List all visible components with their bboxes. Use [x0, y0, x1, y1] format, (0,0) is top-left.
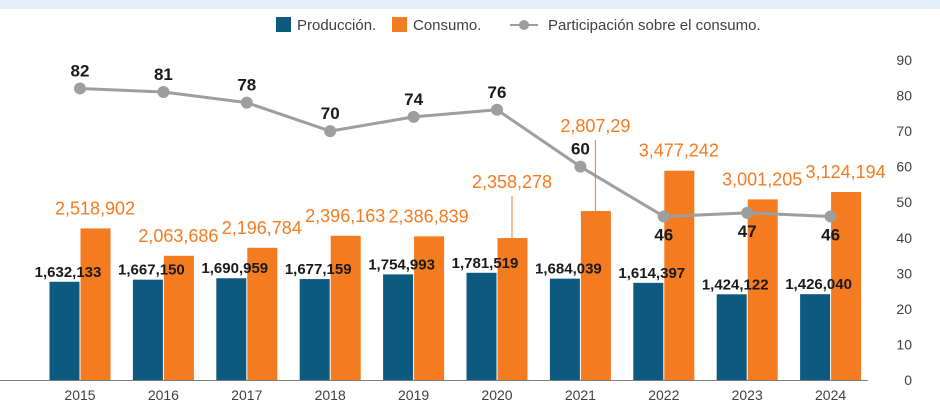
header-band [0, 0, 940, 9]
bar-consumo-2015 [80, 228, 111, 380]
bar-produccion-2016 [132, 279, 163, 380]
legend-label-produccion: Producción. [297, 17, 377, 34]
participacion-point-2019 [407, 110, 420, 123]
participacion-point-2016 [157, 86, 170, 98]
x-axis-tick-label: 2017 [231, 387, 262, 400]
legend: Producción. Consumo. Participación sobre… [0, 17, 940, 37]
bar-produccion-2024 [800, 294, 831, 380]
x-axis-tick-label: 2015 [64, 387, 95, 400]
bar-consumo-2018 [330, 235, 361, 380]
bar-consumo-2020 [497, 238, 528, 380]
consumo-data-label-2019: 2,386,839 [389, 206, 469, 226]
participacion-data-label-2022: 46 [654, 225, 673, 244]
participacion-data-label-2018: 70 [321, 104, 340, 123]
produccion-data-label-2022: 1,614,397 [618, 265, 685, 282]
bar-consumo-2023 [747, 199, 778, 380]
legend-item-participacion: Participación sobre el consumo. [510, 17, 761, 34]
legend-swatch-produccion [276, 17, 291, 32]
consumo-data-label-2015: 2,518,902 [55, 198, 135, 218]
participacion-point-2021 [574, 160, 587, 173]
participacion-point-2015 [74, 82, 86, 95]
consumo-data-label-2022: 3,477,242 [639, 141, 719, 161]
x-axis-tick-label: 2021 [565, 387, 596, 400]
consumo-data-label-2023: 3,001,205 [722, 169, 802, 189]
x-axis-tick-label: 2024 [815, 387, 846, 400]
bar-produccion-2015 [49, 281, 80, 380]
participacion-point-2023 [741, 206, 754, 219]
right-axis-tick-label: 80 [896, 88, 912, 104]
consumo-data-label-2016: 2,063,686 [138, 226, 218, 246]
consumo-data-label-2021: 2,807,29 [560, 116, 630, 136]
participacion-data-label-2017: 78 [237, 76, 256, 95]
consumo-data-label-2020: 2,358,278 [472, 172, 552, 192]
participacion-data-label-2015: 82 [71, 61, 90, 80]
x-axis-tick-label: 2020 [481, 387, 512, 400]
produccion-data-label-2015: 1,632,133 [35, 264, 102, 281]
legend-label-participacion: Participación sobre el consumo. [548, 17, 761, 34]
legend-item-produccion: Producción. [276, 17, 376, 34]
bar-consumo-2016 [163, 255, 194, 380]
participacion-line [79, 86, 831, 218]
bar-consumo-2019 [414, 236, 445, 380]
bar-produccion-2018 [299, 279, 330, 380]
right-axis-tick-label: 70 [896, 123, 912, 139]
bar-consumo-2022 [664, 170, 695, 380]
right-axis-tick-label: 20 [896, 301, 912, 317]
participacion-data-label-2024: 46 [821, 225, 840, 244]
participacion-data-label-2019: 74 [404, 90, 423, 109]
participacion-point-2020 [491, 103, 503, 116]
x-axis-tick-label: 2019 [398, 387, 429, 400]
legend-item-consumo: Consumo. [392, 17, 481, 34]
bar-consumo-2021 [580, 211, 611, 380]
participacion-point-2022 [657, 210, 670, 223]
right-axis-tick-label: 50 [896, 194, 912, 210]
legend-swatch-participacion [510, 17, 538, 32]
participacion-point-2017 [240, 96, 253, 109]
bar-consumo-2024 [831, 191, 862, 380]
produccion-data-label-2020: 1,781,519 [452, 255, 519, 272]
right-axis-tick-label: 30 [896, 265, 912, 281]
bar-produccion-2020 [466, 272, 497, 380]
legend-label-consumo: Consumo. [413, 17, 482, 34]
produccion-data-label-2017: 1,690,959 [201, 260, 268, 277]
right-axis-tick-label: 0 [904, 372, 912, 388]
right-axis-tick-label: 40 [896, 230, 912, 246]
right-axis-tick-label: 10 [896, 336, 912, 352]
x-axis-tick-label: 2023 [732, 387, 763, 400]
produccion-data-label-2024: 1,426,040 [785, 276, 852, 293]
x-axis-tick-label: 2016 [148, 387, 179, 400]
consumo-data-label-2024: 3,124,194 [806, 162, 886, 182]
participacion-point-2018 [324, 125, 337, 138]
consumo-data-label-2017: 2,196,784 [222, 218, 302, 238]
legend-swatch-consumo [392, 17, 407, 32]
bar-produccion-2017 [216, 278, 247, 380]
participacion-point-2024 [824, 210, 837, 223]
bar-produccion-2021 [549, 278, 580, 380]
bar-consumo-2017 [247, 247, 278, 380]
bar-produccion-2022 [633, 282, 664, 380]
right-axis-tick-label: 90 [896, 52, 912, 68]
consumo-data-label-2018: 2,396,163 [305, 206, 385, 226]
participacion-data-label-2023: 47 [738, 222, 757, 241]
right-axis-tick-label: 60 [896, 159, 912, 175]
participacion-data-label-2016: 81 [154, 65, 173, 84]
produccion-data-label-2016: 1,667,150 [118, 262, 185, 279]
bar-produccion-2023 [716, 294, 747, 380]
produccion-data-label-2021: 1,684,039 [535, 261, 602, 278]
produccion-data-label-2019: 1,754,993 [368, 256, 435, 273]
participacion-data-label-2020: 76 [488, 83, 507, 102]
produccion-data-label-2023: 1,424,122 [702, 276, 769, 293]
x-axis-tick-label: 2018 [315, 387, 346, 400]
participacion-data-label-2021: 60 [571, 140, 590, 159]
produccion-data-label-2018: 1,677,159 [285, 261, 352, 278]
x-axis-tick-label: 2022 [648, 387, 679, 400]
bar-produccion-2019 [383, 274, 414, 380]
